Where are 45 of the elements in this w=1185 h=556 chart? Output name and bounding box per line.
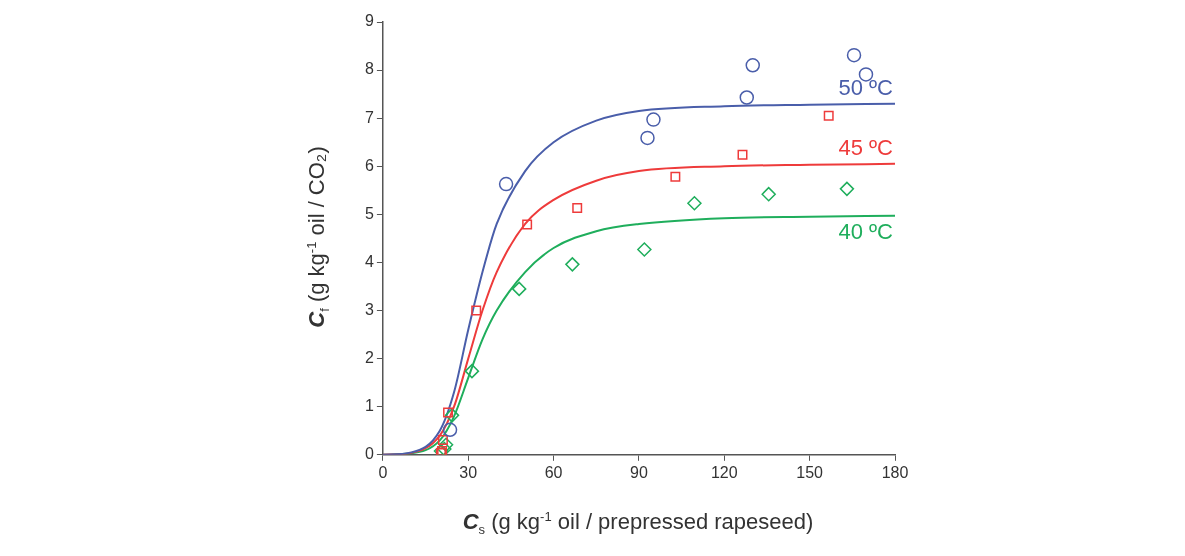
y-tick-label: 0 — [364, 445, 374, 463]
point — [442, 422, 458, 438]
y-tick-label: 2 — [364, 349, 374, 367]
y-tick-label: 9 — [364, 12, 374, 30]
series-label: 40 ºC — [838, 218, 894, 244]
point — [761, 186, 776, 202]
x-tick-label: 30 — [459, 463, 478, 481]
point — [572, 203, 583, 214]
y-tick-label: 7 — [364, 108, 374, 126]
series-label: 45 ºC — [838, 134, 894, 160]
point — [437, 441, 452, 455]
series-label: 50 ºC — [838, 74, 894, 100]
point — [737, 149, 748, 160]
y-tick-label: 1 — [364, 397, 374, 415]
point — [522, 219, 533, 230]
point — [565, 257, 580, 272]
x-tick-label: 0 — [378, 463, 388, 481]
point — [640, 130, 655, 146]
x-tick-label: 180 — [881, 463, 909, 481]
point — [858, 67, 874, 82]
point — [739, 90, 755, 105]
point — [823, 110, 834, 121]
point — [464, 363, 480, 379]
x-tick-label: 120 — [710, 463, 738, 481]
point — [498, 176, 514, 192]
point — [839, 181, 855, 197]
point — [438, 437, 454, 452]
point — [670, 171, 681, 182]
point — [745, 58, 760, 73]
x-tick-label: 150 — [796, 463, 824, 481]
point — [687, 196, 702, 211]
y-tick-label: 6 — [364, 156, 374, 174]
y-tick-label: 5 — [364, 204, 374, 222]
point — [471, 305, 482, 316]
point — [444, 408, 460, 423]
y-tick-label: 8 — [364, 60, 374, 78]
x-tick-label: 60 — [544, 463, 563, 481]
point — [646, 112, 661, 127]
point — [511, 281, 527, 297]
y-tick-label: 4 — [364, 252, 374, 270]
point — [846, 47, 862, 63]
x-tick-label: 90 — [630, 463, 648, 481]
x-axis-title: C$_{s}$ (g kg$^{-1}$ oil / prepressed rapeseed) — [462, 508, 814, 538]
y-tick-label: 3 — [364, 300, 374, 318]
point — [637, 242, 652, 257]
